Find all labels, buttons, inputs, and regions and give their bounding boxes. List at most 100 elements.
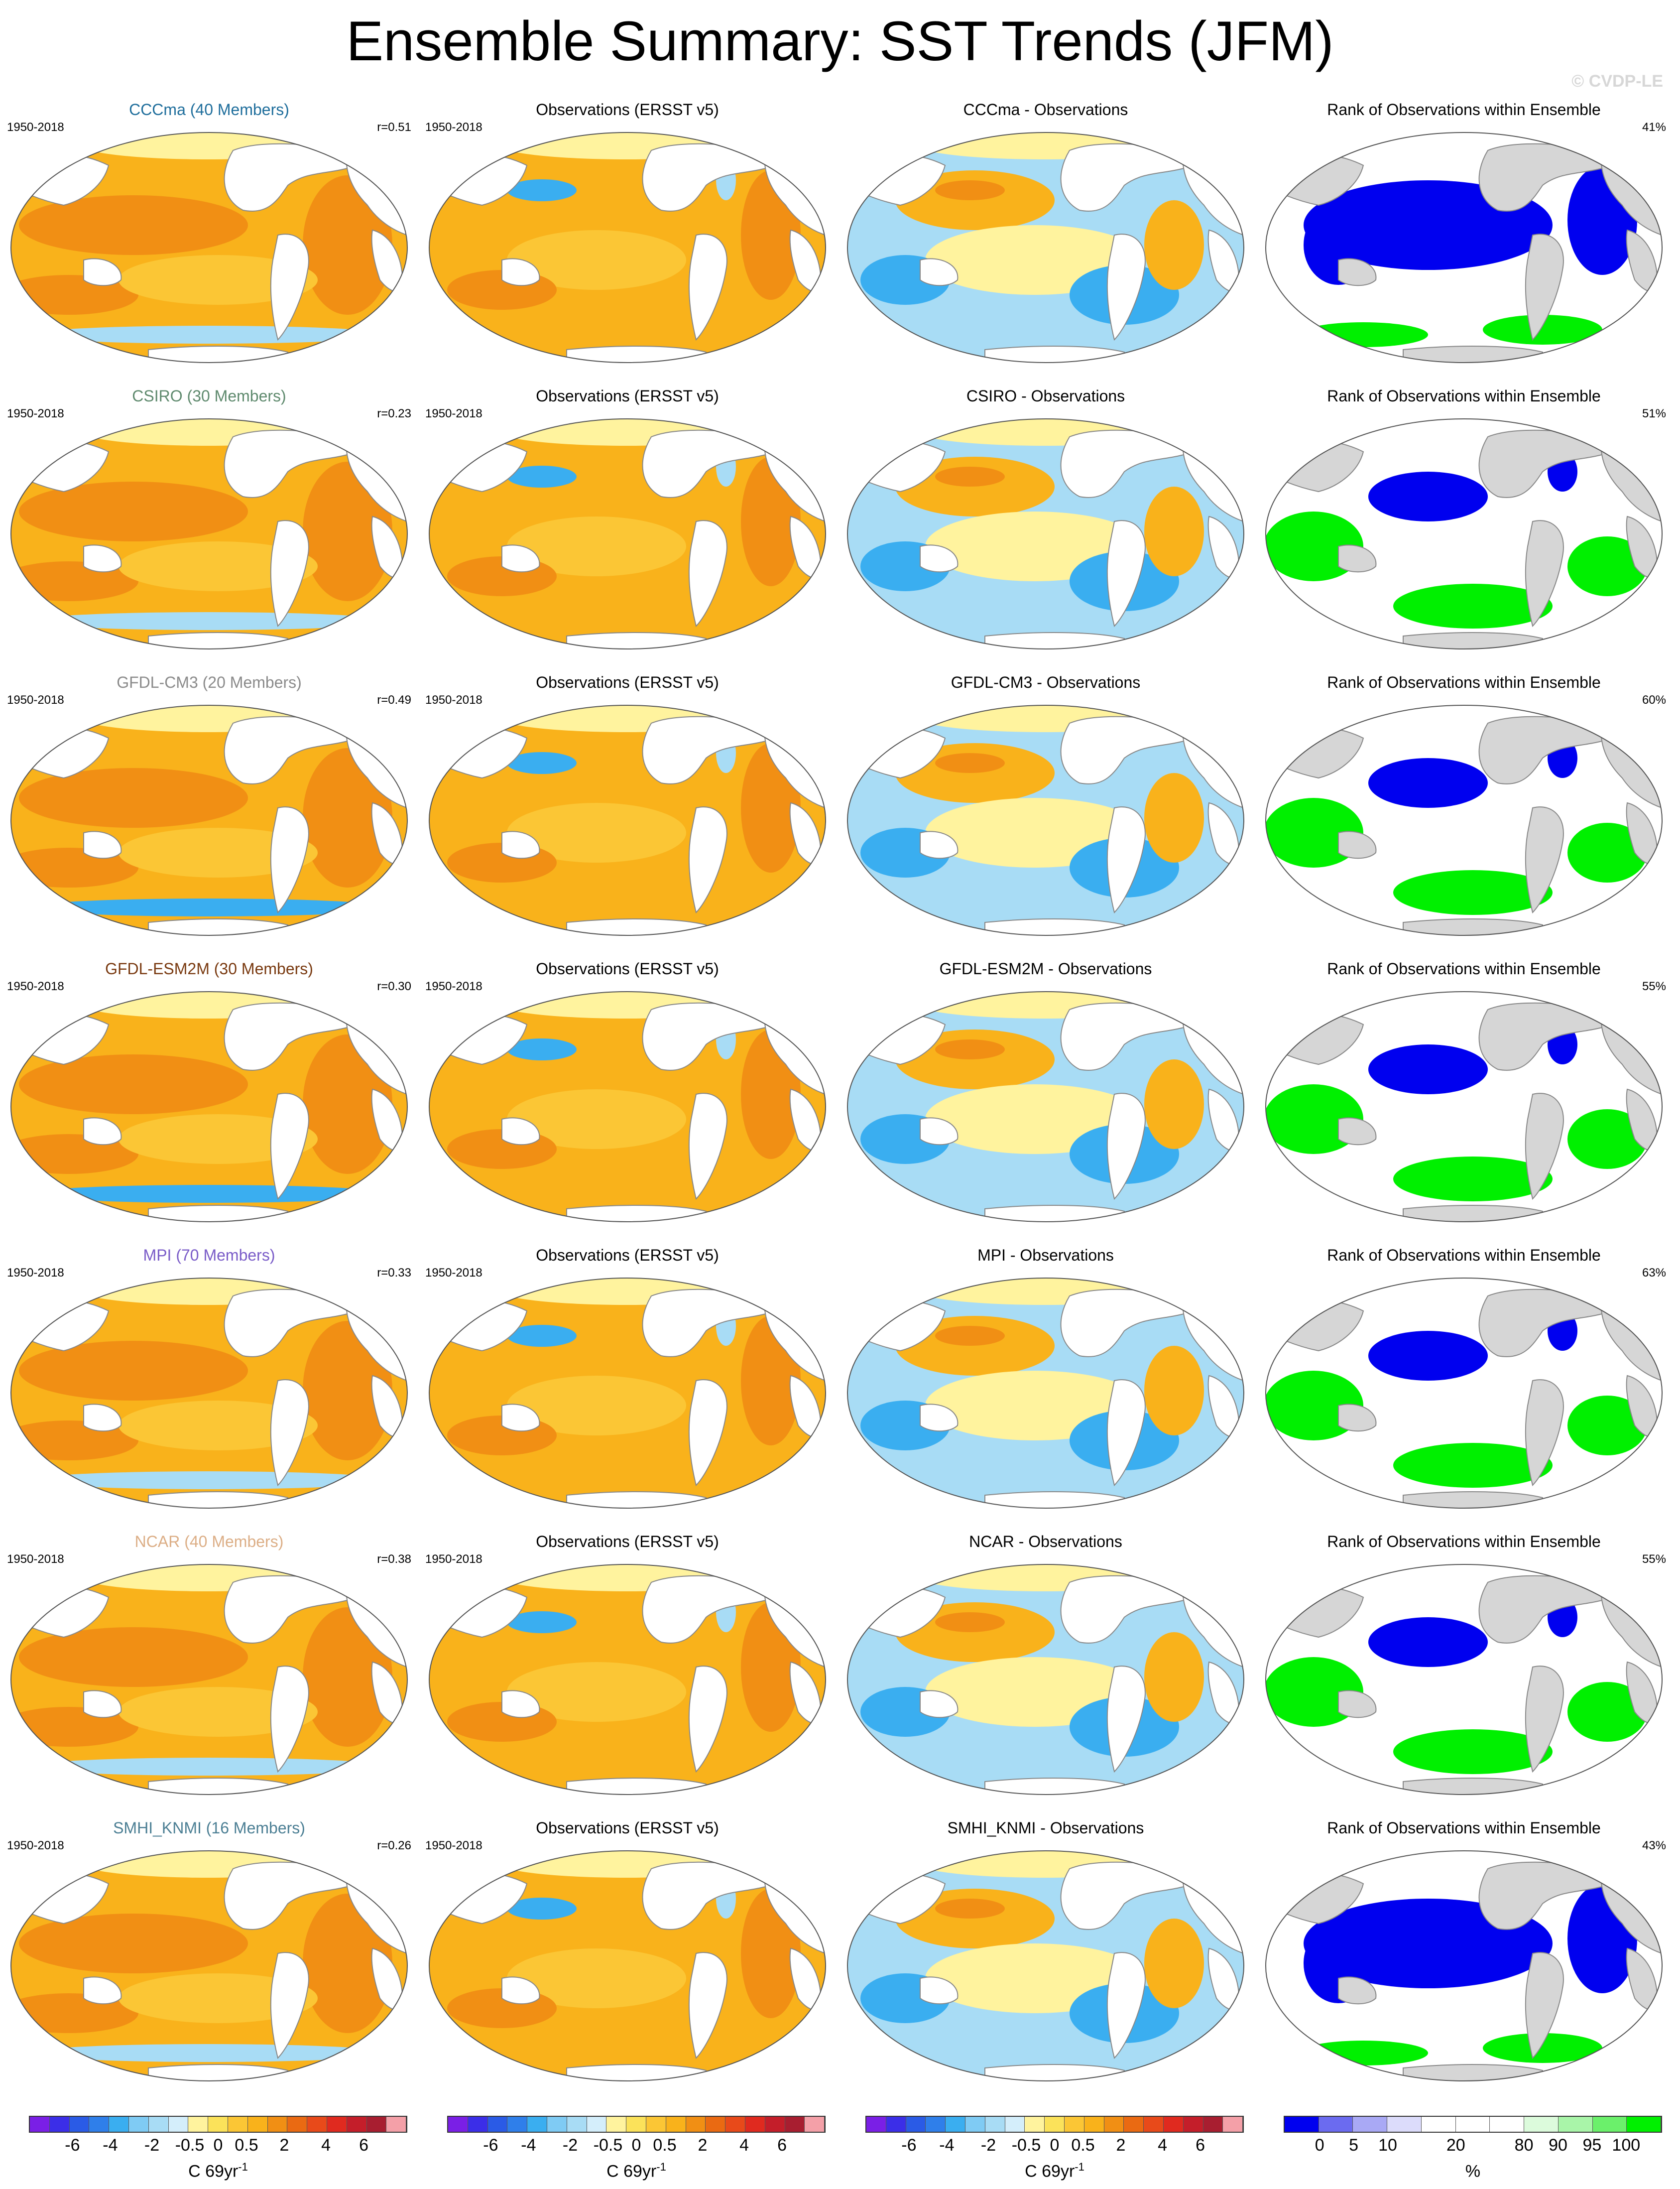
colorbar-tick-label: -6 xyxy=(901,2136,917,2155)
panel-rank-4: Rank of Observations within Ensemble 55% xyxy=(1260,959,1668,1238)
colorbar-swatch xyxy=(1124,2117,1144,2132)
rank-title: Rank of Observations within Ensemble xyxy=(1327,1246,1601,1264)
colorbar-swatch xyxy=(1387,2117,1422,2132)
map-diff xyxy=(847,705,1244,936)
colorbar-tick-label: 0 xyxy=(1050,2136,1060,2155)
model-title: NCAR (40 Members) xyxy=(134,1533,284,1550)
colorbar-tick-label: -4 xyxy=(939,2136,955,2155)
colorbar-tick-label: -6 xyxy=(483,2136,498,2155)
colorbar-swatch xyxy=(1627,2117,1662,2132)
panel-model-2: CSIRO (30 Members) 1950-2018 r=0.23 xyxy=(5,386,413,665)
colorbar-swatch xyxy=(866,2117,886,2132)
colorbar-tick-label: 6 xyxy=(777,2136,787,2155)
colorbar-swatch xyxy=(886,2117,906,2132)
colorbar-tick-label: -0.5 xyxy=(175,2136,205,2155)
colorbar-tick-label: 0.5 xyxy=(653,2136,677,2155)
period-label: 1950-2018 xyxy=(425,121,482,134)
colorbar-swatch xyxy=(606,2117,627,2132)
colorbar-tick-label: 10 xyxy=(1378,2136,1397,2155)
colorbar-swatch xyxy=(1353,2117,1388,2132)
colorbar-tick-label: 6 xyxy=(359,2136,369,2155)
colorbar-tick-label: 0.5 xyxy=(1071,2136,1095,2155)
rank-title: Rank of Observations within Ensemble xyxy=(1327,1533,1601,1550)
colorbar-tick-label: 0 xyxy=(631,2136,641,2155)
colorbar-swatch xyxy=(1144,2117,1164,2132)
colorbar-swatch xyxy=(148,2117,169,2132)
map-diff xyxy=(847,1278,1244,1509)
colorbar-swatch xyxy=(946,2117,965,2132)
colorbar-tick-label: 100 xyxy=(1612,2136,1641,2155)
map-obs xyxy=(429,1850,826,2081)
difference-title: CSIRO - Observations xyxy=(966,387,1125,405)
period-label: 1950-2018 xyxy=(7,693,64,707)
model-title: MPI (70 Members) xyxy=(143,1246,275,1264)
panel-obs-3: Observations (ERSST v5) 1950-2018 xyxy=(423,672,832,951)
panel-diff-5: MPI - Observations xyxy=(841,1245,1250,1524)
colorbar-swatch xyxy=(1319,2117,1353,2132)
map-obs xyxy=(429,132,826,363)
colorbar-tick-label: -2 xyxy=(980,2136,996,2155)
difference-title: GFDL-ESM2M - Observations xyxy=(939,960,1152,978)
panel-model-1: CCCma (40 Members) 1950-2018 r=0.51 xyxy=(5,100,413,379)
colorbar-tick-label: -4 xyxy=(103,2136,118,2155)
map-model xyxy=(10,705,408,936)
colorbar-tick-label: -0.5 xyxy=(1011,2136,1041,2155)
rank-percent: 43% xyxy=(1642,1839,1666,1852)
colorbar-swatch xyxy=(785,2117,805,2132)
model-title: CSIRO (30 Members) xyxy=(132,387,286,405)
panel-obs-2: Observations (ERSST v5) 1950-2018 xyxy=(423,386,832,665)
colorbar-swatch xyxy=(69,2117,90,2132)
obs-title: Observations (ERSST v5) xyxy=(536,1533,719,1550)
correlation-label: r=0.23 xyxy=(377,407,411,420)
obs-title: Observations (ERSST v5) xyxy=(536,101,719,119)
colorbar-swatch xyxy=(208,2117,228,2132)
panel-model-3: GFDL-CM3 (20 Members) 1950-2018 r=0.49 xyxy=(5,672,413,951)
colorbar-swatch xyxy=(666,2117,686,2132)
colorbar-swatch xyxy=(1025,2117,1045,2132)
colorbar-swatch xyxy=(1421,2117,1456,2132)
panel-model-7: SMHI_KNMI (16 Members) 1950-2018 r=0.26 xyxy=(5,1818,413,2097)
colorbar-tick-label: -2 xyxy=(562,2136,578,2155)
panel-rank-3: Rank of Observations within Ensemble 60% xyxy=(1260,672,1668,951)
colorbar-swatch xyxy=(1455,2117,1490,2132)
colorbar-swatch xyxy=(267,2117,288,2132)
colorbar-swatch xyxy=(1285,2117,1319,2132)
colorbar-swatch xyxy=(906,2117,926,2132)
rank-percent: 55% xyxy=(1642,1552,1666,1566)
correlation-label: r=0.30 xyxy=(377,980,411,993)
map-rank xyxy=(1265,991,1663,1222)
panel-rank-6: Rank of Observations within Ensemble 55% xyxy=(1260,1532,1668,1810)
map-diff xyxy=(847,991,1244,1222)
colorbar-swatch xyxy=(247,2117,268,2132)
obs-title: Observations (ERSST v5) xyxy=(536,1819,719,1837)
period-label: 1950-2018 xyxy=(7,1552,64,1566)
colorbar-swatch xyxy=(765,2117,785,2132)
colorbar-rank: 0 5 10 20 80 90 95 100 % xyxy=(1284,2116,1662,2186)
correlation-label: r=0.51 xyxy=(377,121,411,134)
period-label: 1950-2018 xyxy=(425,407,482,420)
map-obs xyxy=(429,1278,826,1509)
difference-title: MPI - Observations xyxy=(977,1246,1114,1264)
map-model xyxy=(10,418,408,649)
colorbar-tick-label: -2 xyxy=(144,2136,160,2155)
colorbar-observations: -6 -4 -2 -0.5 0 0.5 2 4 6 C 69yr-1 xyxy=(447,2116,826,2186)
colorbar-swatch xyxy=(188,2117,209,2132)
colorbar-unit: C 69yr-1 xyxy=(606,2161,666,2181)
period-label: 1950-2018 xyxy=(425,1839,482,1852)
period-label: 1950-2018 xyxy=(7,407,64,420)
colorbar-tick-label: 5 xyxy=(1349,2136,1359,2155)
colorbar-swatches xyxy=(1284,2116,1662,2133)
rank-title: Rank of Observations within Ensemble xyxy=(1327,1819,1601,1837)
colorbar-difference: -6 -4 -2 -0.5 0 0.5 2 4 6 C 69yr-1 xyxy=(865,2116,1244,2186)
colorbar-swatch xyxy=(985,2117,1005,2132)
colorbar-unit: C 69yr-1 xyxy=(188,2161,248,2181)
map-diff xyxy=(847,1564,1244,1795)
colorbar-swatch xyxy=(49,2117,70,2132)
colorbar-swatch xyxy=(1183,2117,1203,2132)
panel-obs-1: Observations (ERSST v5) 1950-2018 xyxy=(423,100,832,379)
colorbar-swatch xyxy=(89,2117,110,2132)
rank-percent: 51% xyxy=(1642,407,1666,420)
colorbar-swatch xyxy=(1558,2117,1593,2132)
colorbar-model: -6 -4 -2 -0.5 0 0.5 2 4 6 C 69yr-1 xyxy=(29,2116,407,2186)
period-label: 1950-2018 xyxy=(7,980,64,993)
